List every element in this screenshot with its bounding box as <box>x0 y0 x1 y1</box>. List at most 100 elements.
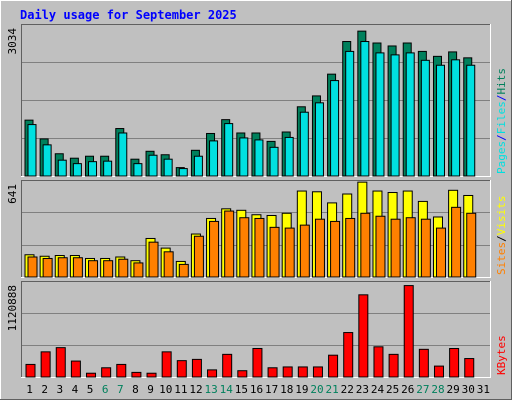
hits-files-pages-bars <box>24 30 476 177</box>
sites-bar <box>420 218 431 278</box>
sites-bar <box>42 257 53 278</box>
sites-bar <box>88 260 99 278</box>
chart-title: Daily usage for September 2025 <box>20 8 237 22</box>
kbytes-bar <box>328 354 339 378</box>
panel-3-frame <box>21 281 491 378</box>
files-bar <box>284 136 294 177</box>
sites-bar <box>466 212 477 278</box>
chart-panels: 3034Pages/Files/Hits641Sites/Visits11208… <box>6 24 508 378</box>
kbytes-bar <box>267 367 278 378</box>
files-bar <box>314 102 324 177</box>
sites-bar <box>451 206 462 278</box>
x-label-day: 6 <box>102 383 109 396</box>
kbytes-bar <box>433 365 444 378</box>
kbytes-bar <box>191 358 202 378</box>
kbytes-bar <box>282 366 293 378</box>
x-label-day: 12 <box>189 383 202 396</box>
x-label-day: 30 <box>462 383 475 396</box>
panel-2-max-label: 641 <box>6 184 19 204</box>
kbytes-bar <box>40 351 51 378</box>
files-bar <box>375 52 385 177</box>
files-bar <box>299 111 309 177</box>
legend-entry: Visits <box>495 196 508 236</box>
sites-bar <box>330 220 341 278</box>
sites-bar <box>163 251 174 278</box>
files-bar <box>57 159 67 177</box>
sites-bar <box>193 235 204 278</box>
kbytes-bar <box>343 332 354 378</box>
x-axis-labels: 1 2 3 4 5 6 7 8 9 10 11 12 13 14 15 16 17 18 19 20 21 22 23 24 2… <box>26 383 490 396</box>
sites-bar <box>345 217 356 278</box>
sites-bar <box>72 257 83 278</box>
kbytes-bar <box>161 351 172 378</box>
x-label-day: 24 <box>371 383 385 396</box>
legend-entry: Files <box>495 101 508 134</box>
sites-bar <box>133 262 144 278</box>
kbytes-bar <box>86 372 97 378</box>
x-label-day: 28 <box>431 383 444 396</box>
x-label-day: 4 <box>72 383 79 396</box>
sites-bar <box>178 263 189 278</box>
panel-2-legend: Sites/Visits <box>495 196 508 276</box>
x-label-day: 5 <box>87 383 94 396</box>
files-bar <box>88 161 98 177</box>
kbytes-bar <box>70 360 81 378</box>
sites-bar <box>254 217 265 278</box>
x-label-day: 19 <box>295 383 308 396</box>
kbytes-bar <box>116 363 127 378</box>
files-bar <box>420 59 430 177</box>
sites-visits-bars <box>24 181 477 278</box>
sites-bar <box>27 256 38 278</box>
x-label-day: 27 <box>416 383 429 396</box>
sites-bar <box>314 218 325 278</box>
kbytes-bar <box>252 347 263 378</box>
files-bar <box>435 64 445 177</box>
files-bar <box>345 50 355 177</box>
files-bar <box>163 158 173 177</box>
x-label-day: 21 <box>326 383 339 396</box>
kbytes-bar <box>131 371 142 378</box>
files-bar <box>269 146 279 177</box>
x-label-day: 16 <box>250 383 263 396</box>
kbytes-bar <box>449 347 460 378</box>
files-bar <box>466 64 476 177</box>
kbytes-bar <box>146 372 157 378</box>
kbytes-bar <box>373 346 384 378</box>
sites-bar <box>435 227 446 278</box>
x-label-day: 3 <box>57 383 64 396</box>
x-label-day: 25 <box>386 383 399 396</box>
legend-entry: / <box>495 134 508 141</box>
files-bar <box>133 163 143 177</box>
files-bar <box>239 137 249 177</box>
legend-entry: KBytes <box>495 335 508 375</box>
files-bar <box>209 140 219 177</box>
x-label-day: 15 <box>235 383 248 396</box>
x-label-day: 10 <box>159 383 172 396</box>
kbytes-bar <box>297 366 308 378</box>
legend-entry: Hits <box>495 68 508 95</box>
sites-bar <box>103 260 114 278</box>
sites-bar <box>360 212 371 278</box>
kbytes-bar <box>464 358 475 378</box>
files-bar <box>103 160 113 177</box>
kbytes-bar <box>176 360 187 378</box>
x-label-day: 14 <box>220 383 234 396</box>
files-bar <box>148 154 158 177</box>
sites-bar <box>239 217 250 278</box>
sites-bar <box>299 224 310 278</box>
legend-entry: / <box>495 95 508 102</box>
files-bar <box>72 163 82 177</box>
x-label-day: 20 <box>310 383 323 396</box>
files-bar <box>27 124 37 177</box>
x-label-day: 9 <box>147 383 154 396</box>
sites-bar <box>224 210 235 278</box>
legend-entry: Sites <box>495 242 508 275</box>
sites-bar <box>148 241 159 278</box>
panel-3-max-label: 1120888 <box>6 285 19 331</box>
panel-1-max-label: 3034 <box>6 28 19 55</box>
sites-bar <box>375 215 386 278</box>
kbytes-bar <box>312 366 323 378</box>
kbytes-bar <box>55 347 66 378</box>
x-label-day: 11 <box>174 383 187 396</box>
kbytes-bar <box>101 367 112 378</box>
